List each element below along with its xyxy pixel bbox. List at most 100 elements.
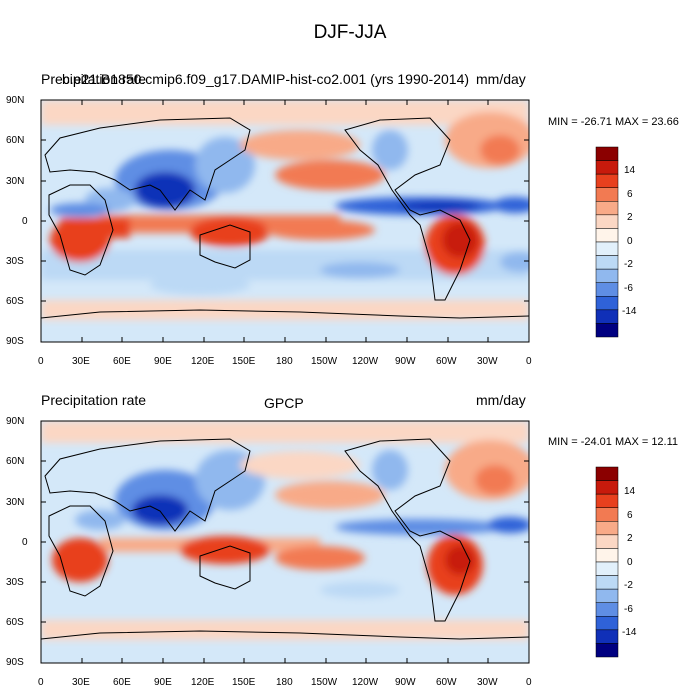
colorbar-swatch (595, 282, 619, 297)
colorbar-swatch (595, 160, 619, 175)
colorbar-swatch (595, 588, 619, 603)
colorbar-swatch (595, 493, 619, 508)
p2-lat-label: 0 (22, 537, 28, 548)
panel1-colorbar (595, 146, 619, 338)
colorbar-swatch (595, 548, 619, 563)
p2-lon-label: 90E (154, 677, 172, 688)
panel2-min-max: MIN = -24.01 MAX = 12.11 (548, 436, 679, 448)
figure-title: DJF-JJA (313, 22, 387, 43)
p2-cbar-label: 2 (627, 533, 633, 544)
colorbar-swatch (595, 309, 619, 324)
panel1-case-label: b.e21.B1850.cmip6.f09_g17.DAMIP-hist-co2… (62, 71, 470, 87)
p2-lat-label: 60N (6, 456, 25, 467)
p1-lon-label: 30W (477, 356, 498, 367)
p2-lon-label: 90W (395, 677, 416, 688)
colorbar-swatch (595, 187, 619, 202)
p1-cbar-label: 14 (624, 165, 636, 176)
p2-lon-label: 60E (113, 677, 131, 688)
colorbar-swatch (595, 602, 619, 617)
p2-lon-label: 120W (352, 677, 379, 688)
colorbar-swatch (595, 323, 619, 338)
p2-lon-label: 150E (232, 677, 256, 688)
p2-lon-label: 30E (72, 677, 90, 688)
p2-lon-label: 60W (436, 677, 457, 688)
p2-lon-label: 30W (477, 677, 498, 688)
p1-cbar-label: -14 (622, 306, 637, 317)
p2-lon-label: 150W (311, 677, 338, 688)
panel2-left-label: Precipitation rate (41, 392, 147, 408)
colorbar-swatch (595, 507, 619, 522)
colorbar-swatch (595, 561, 619, 576)
colorbar-swatch (595, 521, 619, 536)
p1-lon-label: 150E (232, 356, 256, 367)
colorbar-swatch (595, 241, 619, 256)
colorbar-swatch (595, 616, 619, 631)
p2-lat-label: 30N (6, 497, 25, 508)
p2-cbar-label: 14 (624, 486, 636, 497)
p2-lat-label: 60S (6, 617, 24, 628)
panel1-coastlines (41, 117, 529, 319)
panel1-map (41, 100, 529, 342)
p2-ticks (40, 420, 530, 664)
colorbar-swatch (595, 214, 619, 229)
p1-cbar-label: -6 (624, 283, 633, 294)
p1-lat-label: 60N (6, 135, 25, 146)
panel2-colorbar (595, 466, 619, 658)
p2-lon-label: 0 (38, 677, 44, 688)
p2-cbar-label: -14 (622, 627, 637, 638)
p1-lat-label: 90N (6, 95, 25, 106)
panel2-map (41, 421, 529, 663)
p2-lon-label: 120E (191, 677, 215, 688)
colorbar-swatch (595, 534, 619, 549)
p2-lat-label: 90S (6, 657, 24, 668)
colorbar-swatch (595, 296, 619, 311)
p1-lon-label: 60W (436, 356, 457, 367)
panel2-coastlines (41, 438, 529, 640)
colorbar-swatch (595, 146, 619, 161)
p1-cbar-label: 0 (627, 236, 633, 247)
p2-lon-label: 0 (526, 677, 532, 688)
panel1-units: mm/day (476, 71, 526, 87)
p2-lon-label: 180 (276, 677, 293, 688)
panel2-center-label: GPCP (264, 395, 304, 411)
panel2-units: mm/day (476, 392, 526, 408)
colorbar-swatch (595, 201, 619, 216)
colorbar-swatch (595, 173, 619, 188)
colorbar-swatch (595, 255, 619, 270)
p1-lon-label: 30E (72, 356, 90, 367)
colorbar-swatch (595, 228, 619, 243)
p1-lon-label: 0 (526, 356, 532, 367)
p1-lat-label: 30S (6, 256, 24, 267)
p1-cbar-label: -2 (624, 259, 633, 270)
p1-lon-label: 0 (38, 356, 44, 367)
panel1-left-label: Precipitation rate (41, 71, 147, 87)
p1-cbar-label: 6 (627, 189, 633, 200)
p1-lat-label: 30N (6, 176, 25, 187)
p1-lon-label: 90E (154, 356, 172, 367)
p1-lat-label: 0 (22, 216, 28, 227)
p2-lat-label: 90N (6, 416, 25, 427)
p2-cbar-label: 6 (627, 510, 633, 521)
p2-cbar-label: -2 (624, 580, 633, 591)
colorbar-swatch (595, 480, 619, 495)
p1-lon-label: 60E (113, 356, 131, 367)
p2-precip-field (41, 421, 529, 640)
colorbar-swatch (595, 268, 619, 283)
p2-cbar-label: -6 (624, 604, 633, 615)
p1-lat-label: 60S (6, 296, 24, 307)
p1-lon-label: 120W (352, 356, 379, 367)
p2-lat-label: 30S (6, 577, 24, 588)
p1-lon-label: 150W (311, 356, 338, 367)
p1-ticks (40, 99, 530, 343)
colorbar-swatch (595, 643, 619, 658)
p1-lon-label: 180 (276, 356, 293, 367)
p2-cbar-label: 0 (627, 557, 633, 568)
p1-lat-label: 90S (6, 336, 24, 347)
colorbar-swatch (595, 575, 619, 590)
colorbar-swatch (595, 629, 619, 644)
p1-lon-label: 120E (191, 356, 215, 367)
p1-lon-label: 90W (395, 356, 416, 367)
p1-cbar-label: 2 (627, 212, 633, 223)
panel1-min-max: MIN = -26.71 MAX = 23.66 (548, 116, 679, 128)
